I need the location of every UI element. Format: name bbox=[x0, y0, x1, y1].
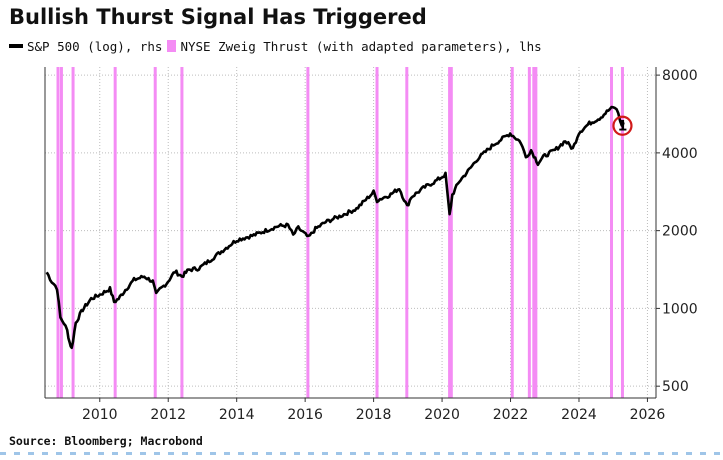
y-tick-label: 1000 bbox=[662, 301, 698, 317]
signal-bar bbox=[610, 67, 614, 398]
signal-bar bbox=[59, 67, 63, 398]
x-tick-label: 2018 bbox=[356, 407, 392, 423]
legend-series-label: S&P 500 (log), rhs bbox=[27, 38, 163, 54]
signal-bar bbox=[375, 67, 379, 398]
x-tick-label: 2016 bbox=[287, 407, 323, 423]
signal-bar bbox=[448, 67, 452, 398]
legend: S&P 500 (log), rhs NYSE Zweig Thrust (wi… bbox=[9, 38, 542, 54]
signal-bar bbox=[113, 67, 117, 398]
x-tick-label: 2026 bbox=[630, 407, 666, 423]
source-note: Source: Bloomberg; Macrobond bbox=[9, 434, 203, 448]
y-tick-label: 500 bbox=[662, 379, 689, 395]
x-tick-label: 2014 bbox=[219, 407, 255, 423]
x-tick-label: 2020 bbox=[424, 407, 460, 423]
chart-title: Bullish Thurst Signal Has Triggered bbox=[9, 5, 427, 29]
x-tick-label: 2010 bbox=[82, 407, 118, 423]
signal-bar bbox=[527, 67, 531, 398]
signal-bar bbox=[71, 67, 75, 398]
y-tick-label: 2000 bbox=[662, 224, 698, 240]
signal-bar bbox=[306, 67, 310, 398]
x-tick-label: 2022 bbox=[493, 407, 529, 423]
signal-bar bbox=[620, 67, 624, 398]
legend-line-swatch bbox=[9, 44, 23, 48]
legend-signal-label: NYSE Zweig Thrust (with adapted paramete… bbox=[180, 38, 542, 54]
signal-bar bbox=[153, 67, 157, 398]
signal-bar bbox=[534, 67, 538, 398]
signal-bar bbox=[180, 67, 184, 398]
y-tick-label: 4000 bbox=[662, 146, 698, 162]
signal-bar bbox=[532, 67, 536, 398]
footer-divider bbox=[0, 452, 723, 455]
legend-signal-swatch bbox=[167, 40, 177, 52]
signal-bar bbox=[405, 67, 409, 398]
y-tick-label: 8000 bbox=[662, 68, 698, 84]
signal-bar bbox=[510, 67, 514, 398]
annotation-circle bbox=[612, 115, 633, 136]
x-tick-label: 2012 bbox=[150, 407, 186, 423]
signal-bar bbox=[449, 67, 453, 398]
annotation-label: 1 bbox=[618, 119, 628, 135]
x-tick-label: 2024 bbox=[561, 407, 597, 423]
signal-bar bbox=[56, 67, 60, 398]
series-line-sp500 bbox=[45, 105, 625, 350]
